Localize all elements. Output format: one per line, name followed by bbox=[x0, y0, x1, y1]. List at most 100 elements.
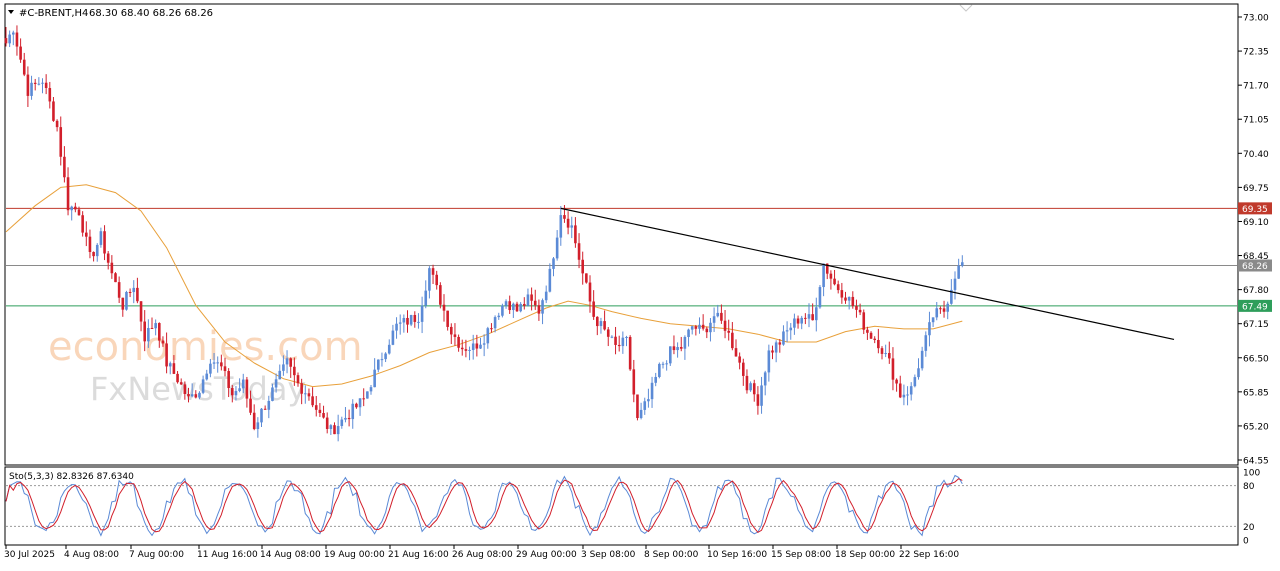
candle-body bbox=[541, 300, 544, 314]
candle-body bbox=[512, 303, 515, 311]
candle-body bbox=[501, 305, 504, 316]
candle-body bbox=[307, 393, 311, 397]
candle-body bbox=[785, 330, 789, 332]
candle-body bbox=[606, 329, 610, 337]
candle-body bbox=[643, 401, 647, 410]
candle-body bbox=[504, 301, 508, 306]
price-tick-label: 70.40 bbox=[1243, 150, 1269, 160]
candle-body bbox=[201, 379, 205, 393]
resistance-level-tag bbox=[1238, 202, 1272, 215]
candle-body bbox=[844, 297, 847, 301]
candle-body bbox=[355, 403, 358, 408]
levels-layer bbox=[6, 207, 1237, 307]
candle-body bbox=[621, 337, 625, 347]
candle-body bbox=[902, 394, 906, 398]
candle-body bbox=[734, 348, 738, 357]
candle-body bbox=[493, 317, 497, 329]
candle-body bbox=[752, 383, 756, 395]
candle-body bbox=[731, 332, 734, 349]
candle-body bbox=[245, 379, 249, 399]
candle-body bbox=[198, 392, 201, 398]
candle-body bbox=[665, 363, 668, 365]
time-tick-label: 8 Sep 00:00 bbox=[644, 550, 699, 560]
candle-body bbox=[738, 356, 741, 363]
dropdown-triangle-icon[interactable] bbox=[8, 10, 14, 14]
candle-body bbox=[931, 317, 935, 323]
candle-body bbox=[384, 353, 387, 360]
price-tick-label: 67.15 bbox=[1243, 320, 1269, 330]
candle-body bbox=[778, 342, 782, 345]
candle-body bbox=[48, 88, 52, 102]
candle-body bbox=[745, 375, 749, 391]
candle-body bbox=[468, 349, 471, 351]
candle-body bbox=[41, 82, 44, 84]
candle-body bbox=[639, 409, 643, 419]
candle-body bbox=[420, 305, 424, 322]
candle-body bbox=[804, 317, 807, 319]
candle-body bbox=[884, 353, 887, 355]
candle-body bbox=[220, 362, 223, 367]
candle-body bbox=[450, 326, 453, 335]
candle-body bbox=[293, 366, 296, 376]
candle-body bbox=[81, 215, 84, 233]
candle-body bbox=[457, 336, 460, 348]
candle-body bbox=[15, 32, 19, 47]
candle-body bbox=[263, 408, 267, 410]
candle-body bbox=[311, 396, 314, 406]
candle-body bbox=[183, 384, 187, 395]
candle-body bbox=[63, 156, 66, 178]
candle-body bbox=[176, 373, 179, 383]
candle-body bbox=[373, 369, 376, 388]
candle-body bbox=[851, 296, 855, 306]
candle-body bbox=[873, 338, 876, 340]
candle-body bbox=[917, 368, 920, 378]
candle-body bbox=[654, 376, 657, 383]
stochastic-label: Sto(5,3,3) 82.8326 87.6340 bbox=[9, 472, 134, 482]
candle-body bbox=[194, 394, 198, 398]
candle-body bbox=[33, 82, 37, 84]
candle-body bbox=[439, 285, 442, 305]
price-tick-label: 69.75 bbox=[1243, 184, 1269, 194]
price-tick-label: 71.05 bbox=[1243, 116, 1269, 126]
candle-body bbox=[117, 282, 121, 298]
time-tick-label: 3 Sep 08:00 bbox=[581, 550, 636, 560]
candle-body bbox=[632, 369, 636, 395]
candle-body bbox=[70, 206, 73, 211]
candle-body bbox=[581, 259, 584, 274]
candle-body bbox=[596, 316, 599, 327]
price-tick-label: 66.50 bbox=[1243, 354, 1269, 364]
candle-body bbox=[252, 412, 256, 430]
candle-body bbox=[690, 326, 694, 330]
candle-body bbox=[694, 326, 698, 329]
candle-body bbox=[260, 408, 263, 423]
candle-body bbox=[409, 314, 413, 325]
candle-body bbox=[825, 263, 829, 274]
candle-body bbox=[855, 305, 858, 310]
candle-body bbox=[592, 301, 595, 317]
candle-body bbox=[559, 215, 563, 238]
candle-body bbox=[877, 339, 880, 349]
candle-body bbox=[274, 379, 278, 388]
candle-body bbox=[939, 308, 942, 310]
trendline-layer bbox=[560, 207, 1175, 341]
candle-body bbox=[858, 309, 862, 313]
price-tick-label: 64.55 bbox=[1243, 457, 1269, 467]
candle-body bbox=[110, 262, 114, 274]
candle-body bbox=[570, 225, 574, 228]
candle-body bbox=[822, 263, 825, 288]
candle-body bbox=[398, 322, 402, 324]
candle-body bbox=[961, 262, 964, 266]
candle-body bbox=[55, 120, 59, 128]
candle-body bbox=[811, 314, 814, 321]
price-tick-label: 65.20 bbox=[1243, 422, 1269, 432]
candle-body bbox=[329, 425, 333, 429]
candle-body bbox=[723, 320, 727, 331]
candle-body bbox=[946, 303, 949, 312]
time-tick-label: 29 Aug 00:00 bbox=[516, 550, 577, 560]
candle-body bbox=[676, 347, 679, 351]
candle-body bbox=[862, 312, 866, 330]
candle-body bbox=[756, 394, 760, 406]
candle-body bbox=[442, 304, 446, 311]
candle-body bbox=[924, 335, 928, 351]
